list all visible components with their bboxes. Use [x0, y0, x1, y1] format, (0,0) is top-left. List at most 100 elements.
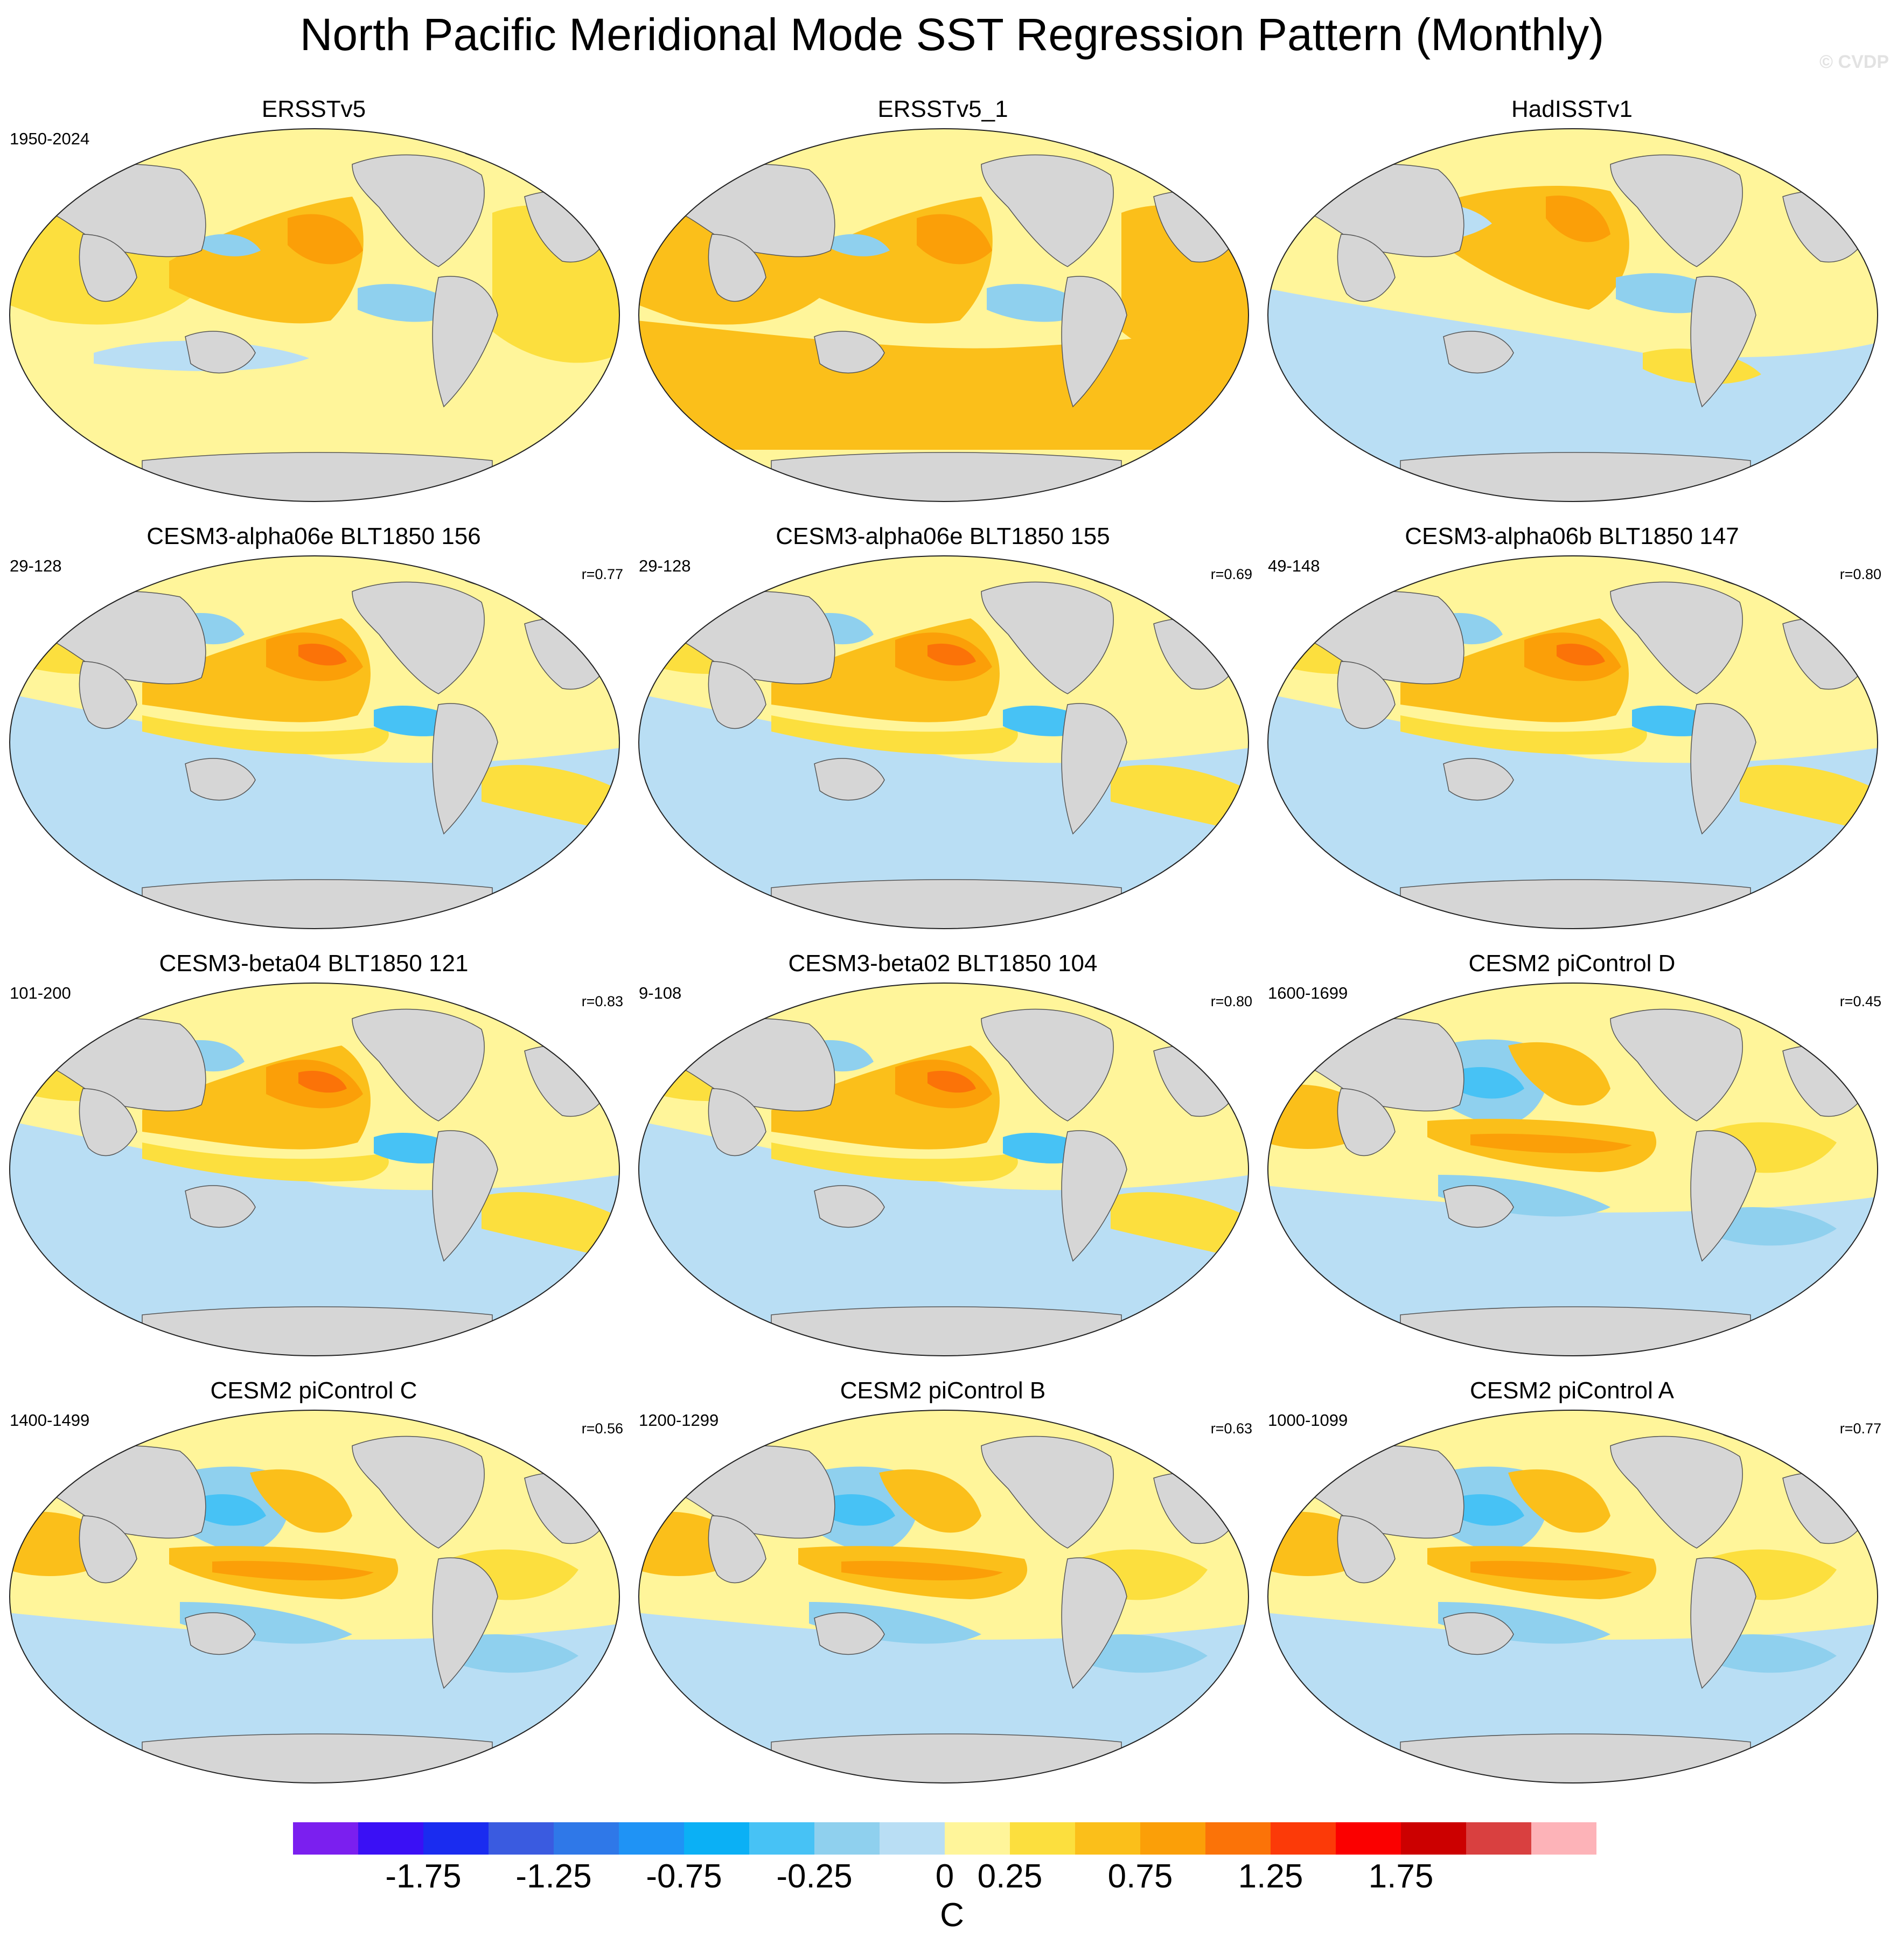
map-outline	[9, 128, 620, 502]
australia-landmass	[814, 1612, 885, 1655]
sst-positive-anomaly	[250, 1469, 352, 1533]
panel-period: 101-200	[10, 984, 71, 1002]
sst-negative-anomaly	[1707, 1207, 1837, 1246]
pattern-correlation: r=0.80	[1839, 566, 1881, 582]
panel-title: CESM2 piControl C	[210, 1377, 417, 1404]
sst-map	[638, 555, 1249, 929]
africa-landmass	[708, 661, 766, 729]
panel-period: 1600-1699	[1268, 984, 1348, 1002]
colorbar-tick-label: -1.25	[515, 1858, 592, 1895]
africa-landmass	[708, 1088, 766, 1156]
north-america-landmass	[981, 1436, 1114, 1549]
map-outline	[1267, 983, 1878, 1356]
sst-map	[638, 128, 1249, 502]
colorbar-swatch	[1075, 1822, 1140, 1855]
map-outline	[1267, 555, 1878, 929]
south-america-landmass	[432, 703, 498, 835]
sst-warm-region	[1400, 715, 1647, 755]
colorbar-swatch	[749, 1822, 814, 1855]
sst-negative-anomaly	[196, 234, 261, 256]
south-america-landmass	[1061, 1130, 1127, 1262]
sst-negative-anomaly	[1707, 1634, 1837, 1673]
pattern-correlation: r=0.80	[1210, 993, 1252, 1009]
africa-landmass	[79, 661, 137, 729]
panel-title: CESM3-alpha06e BLT1850 155	[776, 523, 1110, 549]
sst-warm-region	[1111, 765, 1249, 834]
map-outline	[638, 983, 1249, 1356]
north-america-landmass	[1610, 1436, 1743, 1549]
sst-strong-positive-anomaly	[917, 214, 992, 264]
sst-map	[1267, 128, 1878, 502]
south-america-landmass	[432, 276, 498, 408]
panel-title: ERSSTv5_1	[877, 96, 1008, 122]
map-panel: CESM3-alpha06b BLT1850 147 49-148 r=0.80	[1258, 513, 1886, 942]
watermark: © CVDP	[1819, 52, 1889, 72]
pattern-correlation: r=0.69	[1210, 566, 1252, 582]
map-outline	[1267, 1410, 1878, 1783]
colorbar-swatch	[423, 1822, 489, 1855]
sst-map	[638, 983, 1249, 1356]
map-panel: CESM3-alpha06e BLT1850 156 29-128 r=0.77	[0, 513, 627, 942]
sst-negative-anomaly	[825, 234, 890, 256]
colorbar-swatch	[684, 1822, 749, 1855]
map-outline	[9, 983, 620, 1356]
sst-strong-positive-anomaly	[288, 214, 363, 264]
panel-title: CESM3-beta04 BLT1850 121	[159, 950, 469, 977]
colorbar-tick-label: -1.75	[385, 1858, 462, 1895]
australia-landmass	[814, 1185, 885, 1228]
sst-peak-positive-anomaly	[927, 643, 976, 666]
panel-title: CESM3-alpha06b BLT1850 147	[1405, 523, 1739, 549]
north-america-landmass	[352, 1436, 485, 1549]
panel-period: 29-128	[10, 556, 62, 575]
north-america-landmass	[352, 154, 485, 267]
australia-landmass	[1443, 1612, 1514, 1655]
pattern-correlation: r=0.45	[1839, 993, 1881, 1009]
australia-landmass	[814, 331, 885, 374]
colorbar-tick-label: 1.75	[1368, 1858, 1434, 1895]
map-panel: CESM2 piControl D 1600-1699 r=0.45	[1258, 940, 1886, 1369]
antarctica-landmass	[771, 1733, 1122, 1783]
north-america-landmass	[981, 154, 1114, 267]
map-panel: CESM3-beta02 BLT1850 104 9-108 r=0.80	[629, 940, 1257, 1369]
africa-landmass	[1337, 661, 1396, 729]
sst-map	[1267, 555, 1878, 929]
sst-warm-region	[1111, 1192, 1249, 1261]
map-panel: ERSSTv5 1950-2024	[0, 86, 627, 514]
colorbar-swatch	[880, 1822, 945, 1855]
map-panel: CESM2 piControl B 1200-1299 r=0.63	[629, 1368, 1257, 1796]
sst-warm-region	[142, 715, 389, 755]
north-america-landmass	[1610, 1008, 1743, 1121]
antarctica-landmass	[771, 1306, 1122, 1356]
colorbar-swatch	[1271, 1822, 1336, 1855]
colorbar-swatch	[293, 1822, 358, 1855]
south-america-landmass	[432, 1130, 498, 1262]
colorbar-swatch	[1140, 1822, 1205, 1855]
south-america-landmass	[1690, 703, 1756, 835]
colorbar-swatch	[358, 1822, 423, 1855]
sst-map	[9, 128, 620, 502]
sst-strong-negative-anomaly	[191, 1494, 266, 1526]
australia-landmass	[1443, 758, 1514, 801]
sst-strong-negative-anomaly	[1449, 1494, 1524, 1526]
colorbar-swatch	[1401, 1822, 1466, 1855]
colorbar-swatch	[1466, 1822, 1531, 1855]
map-outline	[9, 1410, 620, 1783]
map-panel: ERSSTv5_1	[629, 86, 1257, 514]
africa-landmass	[79, 234, 137, 302]
south-america-landmass	[1061, 276, 1127, 408]
colorbar-swatch	[1531, 1822, 1596, 1855]
map-outline	[9, 555, 620, 929]
sst-warm-region	[142, 1142, 389, 1182]
north-america-landmass	[352, 1008, 485, 1121]
sst-negative-anomaly	[1078, 1634, 1208, 1673]
sst-negative-anomaly	[10, 694, 619, 929]
figure-title: North Pacific Meridional Mode SST Regres…	[299, 9, 1605, 60]
sst-peak-positive-anomaly	[1557, 643, 1605, 666]
sst-negative-anomaly	[10, 1121, 619, 1356]
sst-map	[1267, 1410, 1878, 1783]
australia-landmass	[814, 758, 885, 801]
colorbar-unit: C	[940, 1897, 964, 1934]
africa-landmass	[708, 234, 766, 302]
sst-strong-positive-anomaly	[1546, 196, 1610, 242]
africa-landmass	[1337, 234, 1396, 302]
